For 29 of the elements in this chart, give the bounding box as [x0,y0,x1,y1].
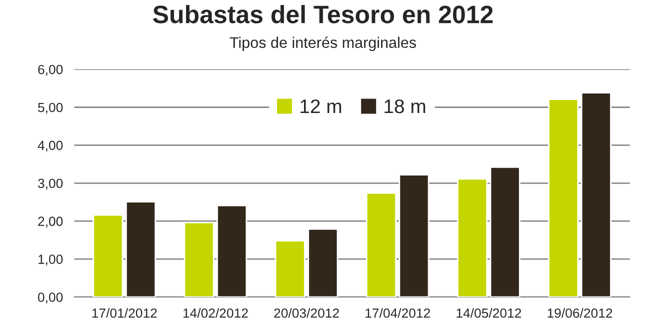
bar [548,98,579,297]
x-tick-label: 17/01/2012 [92,308,157,318]
bar [126,201,156,297]
x-tick-label: 14/02/2012 [183,308,248,318]
bar [366,192,396,297]
legend-label: 18 m [384,99,426,114]
x-tick-label: 20/03/2012 [274,308,339,318]
y-tick-label: 3,00 [38,178,63,190]
chart-subtitle: Tipos de interés marginales [230,36,416,52]
y-tick-label: 2,00 [38,216,63,228]
bar [490,166,520,297]
y-tick-label: 5,00 [38,102,63,114]
bar [92,214,124,297]
y-tick-label: 4,00 [38,140,63,152]
bar [398,174,430,297]
y-tick-label: 6,00 [38,64,63,76]
x-tick-label: 14/05/2012 [456,308,522,318]
chart-title: Subastas del Tesoro en 2012 [153,4,493,24]
y-tick-label: 0,00 [38,292,63,304]
bar [216,204,248,297]
bar [184,222,214,297]
x-tick-label: 17/04/2012 [366,308,430,318]
bar [457,178,488,297]
x-tick-label: 19/06/2012 [548,308,612,318]
bar [274,240,306,297]
bar [580,92,612,297]
legend-label: 12 m [300,99,342,114]
y-tick-label: 1,00 [38,254,63,266]
bar [308,228,338,297]
